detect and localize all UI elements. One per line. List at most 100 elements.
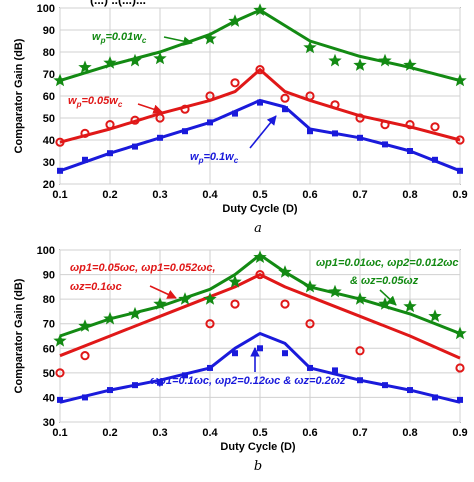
data-point-square xyxy=(257,99,263,106)
data-point-square xyxy=(182,372,188,379)
chart-b: 0.1 0.2 0.3 0.4 0.5 0.6 0.7 0.8 0.9 30 40 50 60 70 80… xyxy=(13,245,468,474)
data-point-circle xyxy=(205,319,215,329)
chart-b-annotation-blue: ωp1=0.1ωc, ωp2=0.12ωc & ωz=0.2ωz xyxy=(150,375,346,387)
chart-a-annotation-blue: wp=0.1wc xyxy=(190,151,239,165)
data-point-square xyxy=(207,119,213,126)
data-point-square xyxy=(432,156,438,163)
data-point-square xyxy=(332,130,338,137)
data-point-star xyxy=(153,51,167,65)
chart-b-arrow-green xyxy=(379,289,397,306)
series-line-2 xyxy=(59,332,461,404)
data-point-square xyxy=(132,382,138,389)
y-tick-label: 40 xyxy=(43,135,55,147)
data-point-star xyxy=(53,73,67,87)
y-tick-label: 60 xyxy=(43,91,55,103)
x-tick-label: 0.2 xyxy=(102,189,117,201)
chart-a-arrow-green xyxy=(163,36,193,46)
chart-b-y-label: Comparator Gain (dB) xyxy=(13,278,25,393)
data-point-circle xyxy=(330,100,340,110)
chart-a: 0.1 0.2 0.3 0.4 0.5 0.6 0.7 0.8 0.9 20 30 40 50 60 70… xyxy=(13,3,468,236)
x-tick-label: 0.4 xyxy=(202,427,218,439)
chart-b-arrow-red xyxy=(149,285,177,299)
data-point-star xyxy=(203,292,217,305)
data-point-star xyxy=(353,58,367,71)
data-point-square xyxy=(107,150,113,157)
y-tick-label: 30 xyxy=(43,157,55,169)
chart-a-arrow-blue xyxy=(249,115,277,149)
data-point-circle xyxy=(80,128,90,138)
x-tick-label: 0.3 xyxy=(152,189,167,201)
chart-b-annotation-red-line1: ωp1=0.05ωc, ωp1=0.052ωc, xyxy=(70,262,216,274)
data-point-star xyxy=(78,60,92,74)
x-tick-label: 0.6 xyxy=(302,189,317,201)
x-tick-label: 0.8 xyxy=(402,189,417,201)
data-point-square xyxy=(332,367,338,374)
data-point-square xyxy=(232,110,238,117)
data-point-circle xyxy=(105,120,115,130)
chart-a-x-label: Duty Cycle (D) xyxy=(222,203,298,215)
y-tick-label: 90 xyxy=(43,270,55,282)
data-point-star xyxy=(403,58,417,71)
data-point-star xyxy=(403,299,417,313)
data-point-circle xyxy=(430,122,440,132)
data-point-circle xyxy=(380,120,390,130)
data-point-circle xyxy=(80,351,90,361)
data-point-square xyxy=(132,143,138,150)
data-point-circle xyxy=(130,115,140,125)
data-point-square xyxy=(82,156,88,163)
y-tick-label: 70 xyxy=(43,69,55,81)
data-point-star xyxy=(328,53,342,67)
chart-a-annotation-red: wp=0.05wc xyxy=(68,95,123,109)
data-point-square xyxy=(307,364,313,371)
y-tick-label: 50 xyxy=(43,368,55,380)
data-point-circle xyxy=(280,299,290,309)
series-line-1 xyxy=(59,68,461,144)
x-tick-label: 0.7 xyxy=(352,427,367,439)
data-point-star xyxy=(178,292,192,305)
data-point-circle xyxy=(305,91,315,101)
data-point-circle xyxy=(405,120,415,130)
chart-a-markers xyxy=(53,3,467,174)
data-point-square xyxy=(407,387,413,394)
data-point-square xyxy=(307,128,313,135)
series-line-1 xyxy=(59,273,461,360)
chart-a-arrow-red xyxy=(137,103,163,114)
data-point-square xyxy=(232,350,238,357)
chart-b-x-label: Duty Cycle (D) xyxy=(220,441,296,453)
data-point-square xyxy=(82,394,88,401)
data-point-square xyxy=(157,134,163,141)
data-point-square xyxy=(357,377,363,384)
y-tick-label: 30 xyxy=(43,417,55,429)
data-point-star xyxy=(303,40,317,54)
data-point-circle xyxy=(255,269,265,280)
y-tick-label: 40 xyxy=(43,392,55,404)
data-point-square xyxy=(57,167,63,174)
x-tick-label: 0.1 xyxy=(52,189,67,201)
chart-b-grid xyxy=(59,249,461,423)
data-point-star xyxy=(303,279,317,293)
chart-a-y-ticks: 20 30 40 50 60 70 80 90 100 xyxy=(37,3,55,191)
data-point-star xyxy=(103,311,117,325)
data-point-circle xyxy=(55,368,65,378)
y-tick-label: 80 xyxy=(43,47,55,59)
y-tick-label: 90 xyxy=(43,25,55,37)
data-point-star xyxy=(353,292,367,305)
x-tick-label: 0.5 xyxy=(252,189,267,201)
chart-b-caption: b xyxy=(254,459,262,474)
data-point-square xyxy=(257,345,263,352)
data-point-square xyxy=(282,106,288,113)
x-tick-label: 0.1 xyxy=(52,427,67,439)
data-point-star xyxy=(253,3,267,16)
data-point-square xyxy=(282,350,288,357)
data-point-square xyxy=(457,396,463,403)
y-tick-label: 60 xyxy=(43,343,55,355)
data-point-circle xyxy=(455,363,465,373)
data-point-circle xyxy=(205,91,215,101)
data-point-star xyxy=(328,284,342,298)
chart-a-annotation-green: wp=0.01wc xyxy=(92,31,147,45)
chart-a-caption: a xyxy=(254,221,262,236)
data-point-circle xyxy=(355,113,365,123)
data-point-star xyxy=(428,309,442,322)
data-point-square xyxy=(382,382,388,389)
chart-b-annotation-red-line2: ωz=0.1ωc xyxy=(70,281,122,293)
